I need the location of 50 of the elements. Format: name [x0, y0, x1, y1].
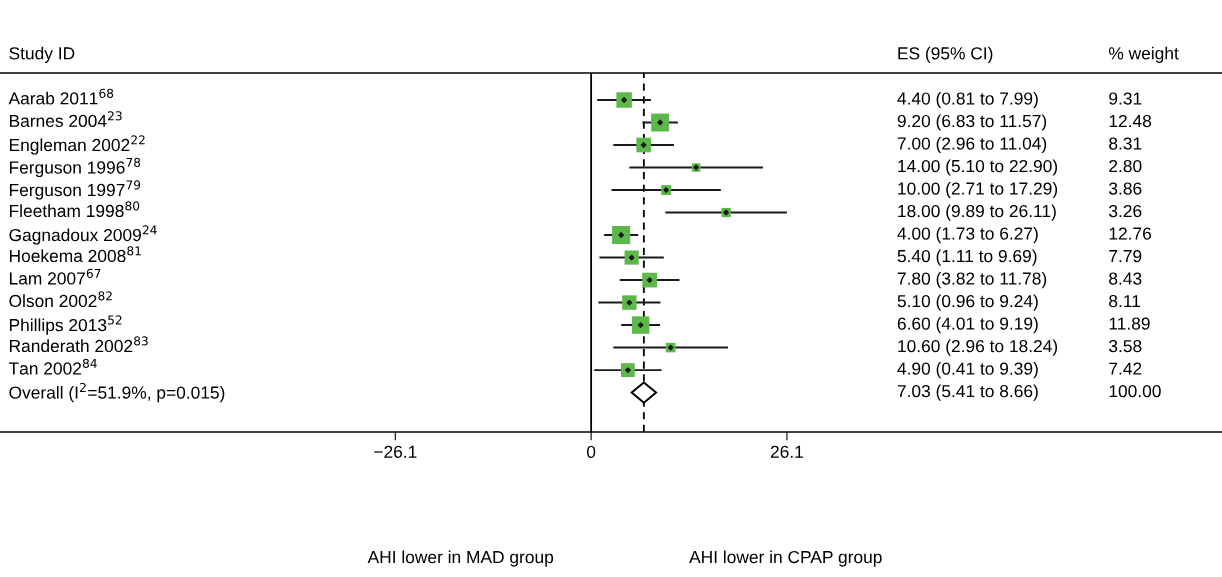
y-tick-label: Phillips 2013$^{52}$ [9, 315, 122, 335]
annotation: 3.26 [1109, 204, 1142, 218]
annotation: 100.00 [1109, 384, 1161, 398]
y-tick-label: Olson 2002$^{82}$ [9, 291, 112, 308]
annotation: 10.00 (2.71 to 17.29) [898, 181, 1058, 199]
text: % weight [1108, 46, 1179, 63]
y-tick-label: Engleman 2002$^{22}$ [9, 135, 145, 155]
x-tick-label: −26.1 [374, 445, 417, 458]
annotation: 5.10 (0.96 to 9.24) [897, 294, 1038, 311]
annotation: 10.60 (2.96 to 18.24) [898, 339, 1058, 356]
annotation: 7.79 [1109, 249, 1142, 263]
y-tick-label: Ferguson 1996$^{78}$ [9, 157, 141, 178]
y-tick-label: Gagnadoux 2009$^{24}$ [9, 225, 157, 245]
annotation: 7.42 [1109, 362, 1142, 375]
annotation: 11.89 [1109, 317, 1150, 330]
y-tick-label: Aarab 2011$^{68}$ [8, 88, 114, 105]
y-tick-label: Hoekema 2008$^{81}$ [9, 246, 141, 263]
annotation: 6.60 (4.01 to 9.19) [897, 317, 1038, 334]
text: ES (95% CI) [898, 46, 993, 63]
y-tick-label: Randerath 2002$^{83}$ [9, 336, 148, 353]
annotation: 7.00 (2.96 to 11.04) [897, 136, 1047, 154]
y-tick-label: Lam 2007$^{67}$ [9, 268, 101, 285]
annotation: 8.43 [1109, 272, 1142, 285]
annotation: 8.11 [1109, 294, 1141, 308]
y-tick-label: Tan 2002$^{84}$ [8, 358, 97, 375]
x-tick-label: 26.1 [770, 445, 803, 458]
y-tick-label: Ferguson 1997$^{79}$ [9, 180, 141, 200]
annotation: 9.20 (6.83 to 11.57) [897, 114, 1047, 131]
annotation: 12.48 [1109, 114, 1152, 128]
annotation: 2.80 [1109, 159, 1142, 173]
text: AHI lower in MAD group [367, 550, 554, 567]
annotation: 7.80 (3.82 to 11.78) [897, 271, 1047, 289]
annotation: 18.00 (9.89 to 26.11) [898, 204, 1056, 221]
text: Study ID [9, 46, 75, 63]
y-tick-label: Barnes 2004$^{23}$ [9, 111, 122, 128]
annotation: 4.40 (0.81 to 7.99) [897, 91, 1038, 109]
annotation: 5.40 (1.11 to 9.69) [897, 249, 1037, 266]
annotation: 9.31 [1109, 92, 1142, 105]
text: AHI lower in CPAP group [689, 550, 882, 567]
y-tick-label: Overall (I$^{2}$=51.9%, p=0.015) [9, 382, 225, 403]
x-tick-label: 0 [586, 445, 596, 458]
annotation: 4.00 (1.73 to 6.27) [897, 226, 1038, 244]
annotation: 7.03 (5.41 to 8.66) [897, 384, 1038, 401]
annotation: 8.31 [1109, 137, 1142, 150]
annotation: 3.58 [1109, 339, 1142, 353]
annotation: 14.00 (5.10 to 22.90) [898, 159, 1058, 176]
y-tick-label: Fleetham 1998$^{80}$ [9, 201, 140, 218]
annotation: 3.86 [1109, 182, 1142, 195]
annotation: 4.90 (0.41 to 9.39) [897, 362, 1038, 379]
annotation: 12.76 [1109, 227, 1152, 240]
